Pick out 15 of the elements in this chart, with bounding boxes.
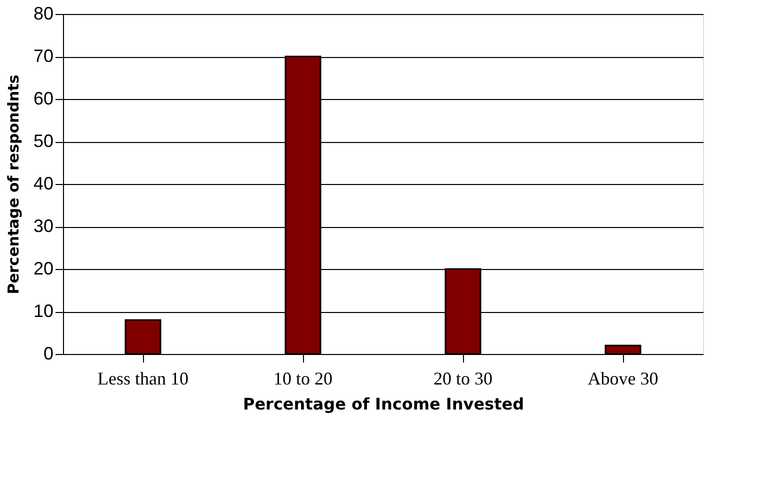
y-tick-label: 40: [33, 174, 54, 194]
x-tick-label: 20 to 30: [433, 368, 493, 388]
y-tick-label: 0: [43, 344, 54, 364]
y-tick-label: 20: [33, 258, 54, 278]
y-tick-label: 60: [33, 88, 54, 108]
x-axis-title: Percentage of Income Invested: [242, 394, 524, 414]
x-tick-label: 10 to 20: [273, 368, 333, 388]
x-tick-label: Above 30: [588, 368, 658, 388]
y-tick-label: 50: [33, 131, 54, 151]
y-tick-label: 30: [33, 216, 54, 236]
y-tick-label: 10: [33, 301, 54, 321]
x-tick-label: Less than 10: [98, 368, 188, 388]
y-tick-label: 80: [33, 4, 54, 24]
y-tick-label: 70: [33, 46, 54, 66]
y-axis-title: Percentage of respondnts: [4, 74, 22, 294]
